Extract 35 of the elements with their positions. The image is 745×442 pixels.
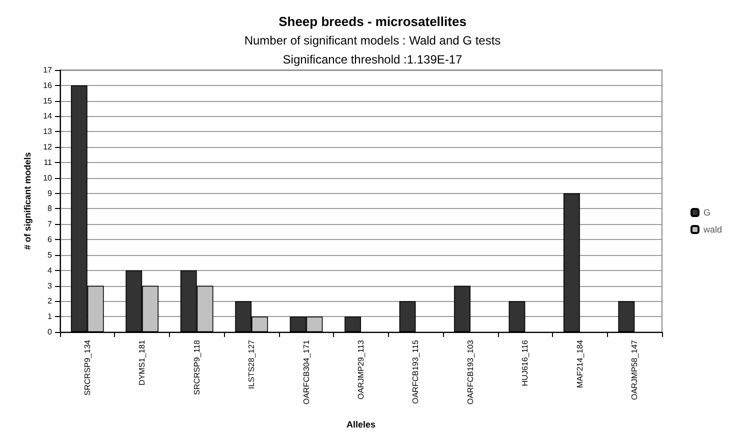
chart-subtitle: Number of significant models : Wald and G tests Significance threshold :1.139E-17 [244, 34, 501, 66]
x-tick-label: MAF214_184 [575, 339, 584, 388]
y-tick-label: 8 [48, 204, 53, 214]
legend-label: G [703, 208, 711, 218]
y-tick-label: 0 [48, 328, 53, 336]
x-tick-label: OARJMP58_147 [630, 339, 640, 400]
legend-label: wald [702, 224, 722, 234]
y-tick-label: 14 [43, 112, 53, 121]
y-tick-label: 7 [48, 220, 53, 229]
x-tick-label: OARFCB193_103 [466, 339, 475, 404]
x-tick-label: HUJ616_116 [520, 339, 530, 386]
y-tick-label: 15 [43, 96, 53, 106]
x-tick-label: DYMS1_181 [138, 339, 147, 386]
y-tick-label: 11 [44, 158, 53, 167]
y-tick-label: 4 [48, 266, 53, 275]
x-axis-title: Alleles [346, 420, 376, 430]
y-axis-title: # of significant models [22, 152, 32, 250]
y-tick-label: 2 [48, 296, 53, 306]
y-tick-label: 1 [48, 312, 53, 322]
y-tick-label: 17 [43, 66, 53, 74]
y-tick-label: 5 [48, 250, 53, 260]
x-tick-label: ILSTS28_127 [247, 339, 256, 389]
y-tick-label: 10 [43, 173, 53, 182]
x-tick-label: SRCRSP9_118 [192, 339, 202, 395]
x-tick-label: OARFCB304_171 [302, 339, 311, 404]
y-tick-label: 12 [43, 142, 53, 152]
x-tick-label: SRCRSP9_134 [82, 339, 92, 396]
x-tick-label: OARJMP29_113 [356, 339, 366, 400]
y-tick-label: 16 [43, 80, 53, 90]
chart-title: Sheep breeds - microsatellites [278, 14, 466, 29]
y-tick-label: 6 [48, 235, 53, 244]
x-tick-label: OARFCB193_115 [411, 339, 420, 404]
y-tick-label: 3 [48, 281, 53, 290]
y-tick-label: 9 [48, 188, 53, 198]
y-tick-label: 13 [43, 127, 53, 136]
